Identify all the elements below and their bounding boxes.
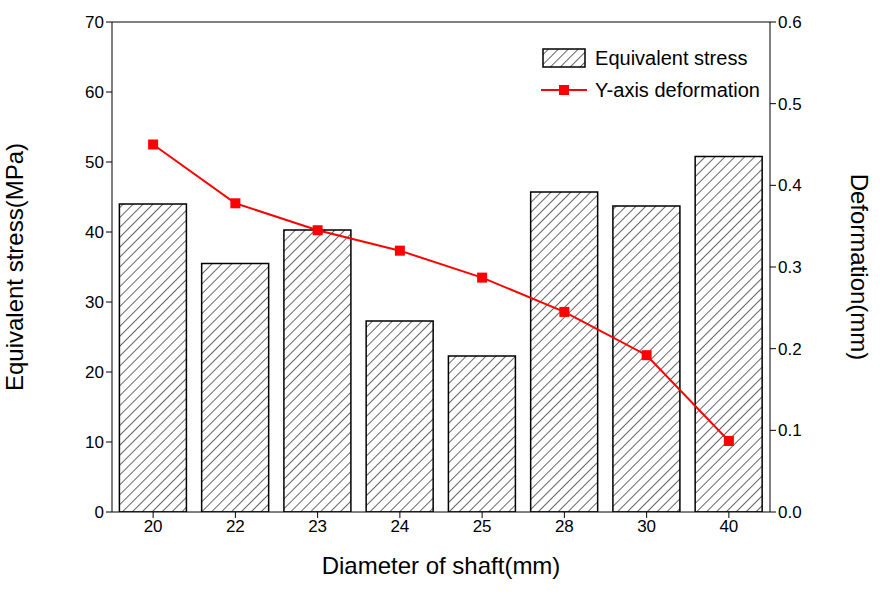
svg-text:25: 25 [473,517,492,536]
svg-text:0.2: 0.2 [778,340,802,359]
svg-text:0.0: 0.0 [778,503,802,522]
svg-text:40: 40 [85,223,104,242]
svg-text:23: 23 [308,517,327,536]
svg-text:70: 70 [85,13,104,32]
svg-text:0.6: 0.6 [778,13,802,32]
svg-text:0.5: 0.5 [778,95,802,114]
svg-text:Equivalent stress(MPa): Equivalent stress(MPa) [8,143,28,391]
svg-text:50: 50 [85,153,104,172]
svg-text:0.4: 0.4 [778,176,802,195]
html-text:Y-axis deformation: Y-axis deformation [595,78,760,101]
svg-text:28: 28 [555,517,574,536]
svg-text:0: 0 [95,503,104,522]
svg-text:20: 20 [85,363,104,382]
svg-text:60: 60 [85,83,104,102]
svg-text:30: 30 [637,517,656,536]
svg-text:Diameter of shaft(mm): Diameter of shaft(mm) [322,552,561,579]
svg-text:20: 20 [144,517,163,536]
svg-text:24: 24 [390,517,409,536]
svg-text:30: 30 [85,293,104,312]
svg-text:40: 40 [719,517,738,536]
svg-text:10: 10 [85,433,104,452]
svg-text:Deformation(mm): Deformation(mm) [846,174,872,361]
svg-text:0.3: 0.3 [778,258,802,277]
svg-text:22: 22 [226,517,245,536]
svg-text:0.1: 0.1 [778,421,802,440]
html-text:Equivalent stress: Equivalent stress [595,46,748,69]
